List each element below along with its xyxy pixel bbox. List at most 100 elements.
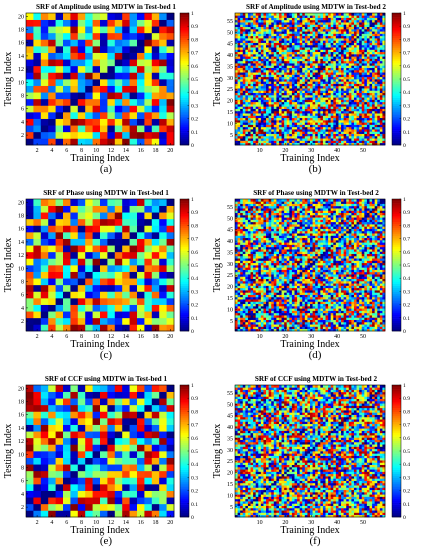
heatmap-cell <box>294 134 297 137</box>
heatmap-cell <box>315 77 318 80</box>
heatmap-cell <box>122 92 130 99</box>
heatmap-cell <box>313 84 316 87</box>
heatmap-cell <box>56 105 64 112</box>
heatmap-cell <box>282 13 285 16</box>
heatmap-cell <box>344 20 347 23</box>
heatmap-cell <box>271 317 274 320</box>
heatmap-cell <box>70 39 78 46</box>
colorbar-step <box>180 139 189 141</box>
heatmap-cell <box>251 29 254 32</box>
heatmap-cell <box>341 13 344 16</box>
heatmap-cell <box>357 65 360 68</box>
heatmap-cell <box>289 129 292 132</box>
heatmap-cell <box>349 18 352 21</box>
heatmap-cell <box>357 15 360 18</box>
heatmap-cell <box>297 95 300 98</box>
heatmap-cell <box>78 46 86 53</box>
heatmap-cell <box>245 15 248 18</box>
heatmap-cell <box>93 92 101 99</box>
heatmap-cell <box>323 38 326 41</box>
heatmap-cell <box>320 31 323 34</box>
heatmap-cell <box>41 33 49 40</box>
heatmap-cell <box>338 136 341 139</box>
heatmap-cell <box>377 65 380 68</box>
heatmap-cell <box>33 272 41 279</box>
heatmap-cell <box>245 72 248 75</box>
colorbar-step <box>392 50 401 52</box>
heatmap-cell <box>240 106 243 109</box>
heatmap-cell <box>284 118 287 121</box>
heatmap-cell <box>326 68 329 71</box>
heatmap-cell <box>263 81 266 84</box>
heatmap-cell <box>367 326 370 329</box>
heatmap-cell <box>333 104 336 107</box>
heatmap-cell <box>93 291 101 298</box>
heatmap-cell <box>238 127 241 130</box>
heatmap-cell <box>85 72 93 79</box>
colorbar-step <box>180 38 189 40</box>
heatmap-cell <box>137 33 145 40</box>
heatmap-cell <box>305 27 308 30</box>
heatmap-cell <box>289 313 292 316</box>
heatmap-cell <box>331 18 334 21</box>
heatmap-cell <box>282 61 285 64</box>
heatmap-cell <box>372 72 375 75</box>
heatmap-cell <box>33 258 41 265</box>
heatmap-cell <box>70 105 78 112</box>
heatmap-cell <box>269 102 272 105</box>
heatmap-cell <box>326 136 329 139</box>
heatmap-cell <box>318 322 321 325</box>
heatmap-cell <box>344 54 347 57</box>
heatmap-cell <box>287 40 290 43</box>
heatmap-cell <box>284 136 287 139</box>
heatmap-cell <box>310 27 313 30</box>
y-tick-label: 12 <box>18 253 24 259</box>
heatmap-cell <box>248 63 251 66</box>
heatmap-cell <box>338 72 341 75</box>
heatmap-cell <box>287 47 290 50</box>
heatmap-cell <box>326 84 329 87</box>
heatmap-cell <box>320 88 323 91</box>
heatmap-cell <box>297 63 300 66</box>
heatmap-cell <box>33 219 41 226</box>
heatmap-cell <box>346 120 349 123</box>
heatmap-cell <box>33 66 41 73</box>
heatmap-cell <box>313 27 316 30</box>
heatmap-cell <box>359 320 362 323</box>
heatmap-cell <box>26 99 34 106</box>
heatmap-cell <box>297 102 300 105</box>
heatmap-cell <box>152 258 160 265</box>
heatmap-cell <box>351 49 354 52</box>
colorbar-step <box>180 321 189 323</box>
heatmap-cell <box>338 33 341 36</box>
heatmap-cell <box>323 86 326 89</box>
heatmap-cell <box>235 29 238 32</box>
heatmap-cell <box>369 138 372 141</box>
heatmap-cell <box>266 54 269 57</box>
heatmap-cell <box>261 36 264 39</box>
heatmap-cell <box>331 33 334 36</box>
heatmap-cell <box>33 53 41 60</box>
heatmap-cell <box>313 68 316 71</box>
heatmap-cell <box>351 84 354 87</box>
heatmap-cell <box>380 20 383 23</box>
heatmap-cell <box>333 322 336 325</box>
heatmap-cell <box>326 61 329 64</box>
heatmap-cell <box>294 115 297 118</box>
heatmap-cell <box>93 305 101 312</box>
heatmap-cell <box>331 315 334 318</box>
colorbar-tick-label: 0.8 <box>191 223 198 229</box>
heatmap-cell <box>274 324 277 327</box>
heatmap-cell <box>320 68 323 71</box>
heatmap-cell <box>338 31 341 34</box>
heatmap-cell <box>349 47 352 50</box>
heatmap-cell <box>354 15 357 18</box>
heatmap-cell <box>258 31 261 34</box>
heatmap-cell <box>238 59 241 62</box>
heatmap-cell <box>144 278 152 285</box>
colorbar-step <box>180 25 189 27</box>
heatmap-cell <box>85 245 93 252</box>
heatmap-cell <box>78 92 86 99</box>
heatmap-cell <box>152 105 160 112</box>
heatmap-cell <box>364 74 367 77</box>
